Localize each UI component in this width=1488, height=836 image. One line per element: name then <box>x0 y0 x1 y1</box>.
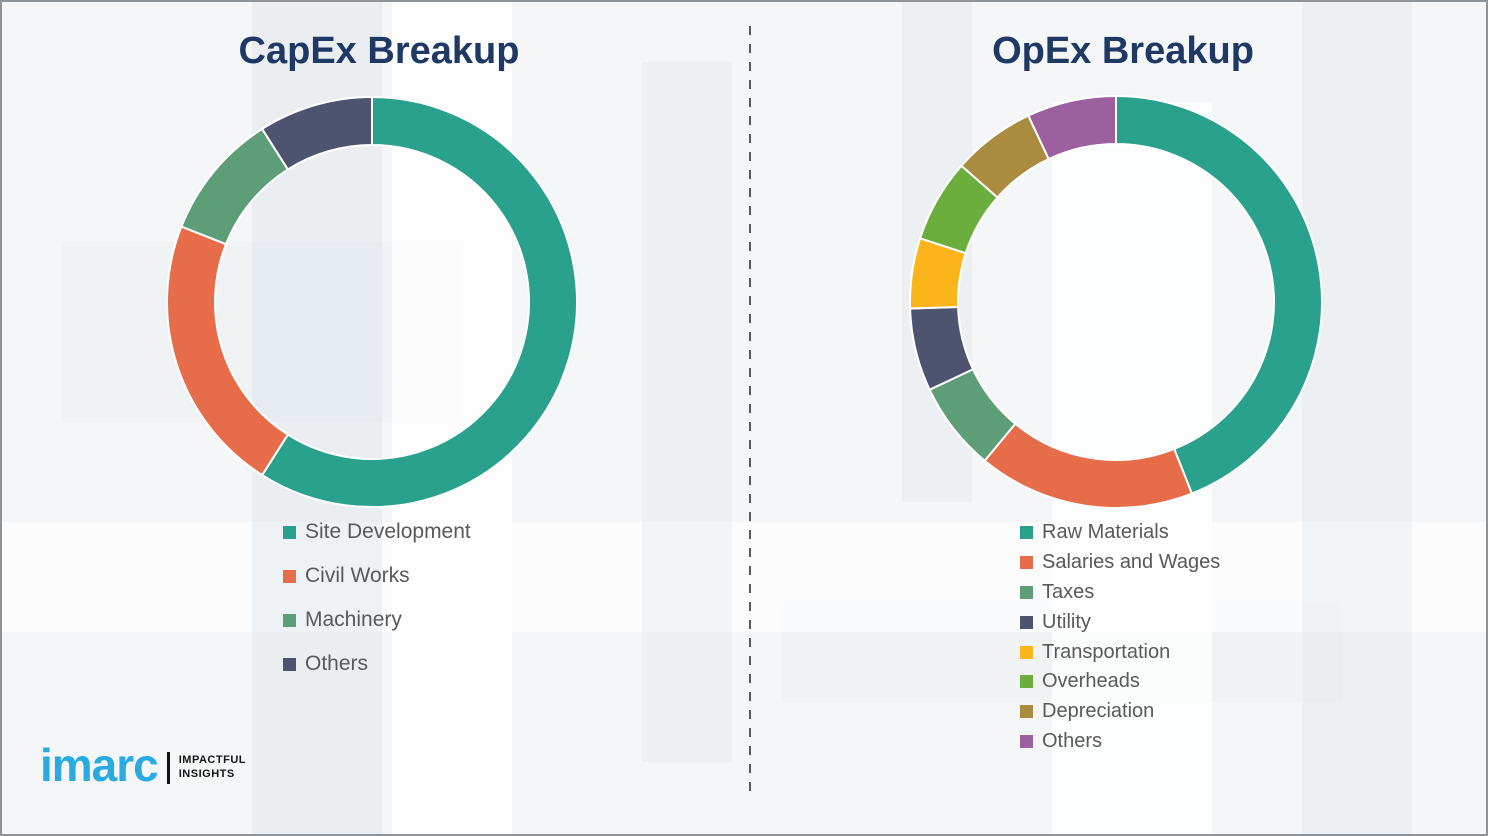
legend-swatch-icon <box>1020 615 1033 629</box>
donut-segment-others <box>261 96 373 171</box>
legend-label: Transportation <box>1042 640 1171 663</box>
legend-label: Machinery <box>305 608 402 631</box>
legend-label: Salaries and Wages <box>1042 551 1221 574</box>
opex-chart-title: OpEx Breakup <box>992 30 1254 72</box>
legend-item-salaries-and-wages: Salaries and Wages <box>1020 548 1220 578</box>
legend-label: Utility <box>1042 610 1091 633</box>
donut-segment-salaries-and-wages <box>983 422 1193 509</box>
legend-item-site-development: Site Development <box>283 510 471 554</box>
imarc-logo-wordmark: imarc <box>40 739 159 791</box>
legend-swatch-icon <box>283 613 296 627</box>
legend-item-civil-works: Civil Works <box>283 554 471 598</box>
legend-item-depreciation: Depreciation <box>1020 697 1220 727</box>
donut-segment-civil-works <box>166 225 289 477</box>
legend-item-others: Others <box>283 642 471 686</box>
legend-label: Depreciation <box>1042 700 1155 723</box>
legend-label: Raw Materials <box>1042 521 1169 544</box>
legend-label: Overheads <box>1042 670 1140 693</box>
logo-tagline: IMPACTFUL INSIGHTS <box>179 754 246 782</box>
legend-item-taxes: Taxes <box>1020 578 1220 608</box>
legend-swatch-icon <box>1020 526 1033 540</box>
legend-swatch-icon <box>283 569 296 583</box>
capex-legend: Site Development Civil Works Machinery Othe… <box>283 510 471 686</box>
legend-swatch-icon <box>1020 675 1033 689</box>
legend-label: Others <box>305 652 369 675</box>
vertical-dashed-divider <box>749 26 751 792</box>
legend-swatch-icon <box>1020 734 1033 748</box>
legend-item-overheads: Overheads <box>1020 667 1220 697</box>
opex-legend: Raw Materials Salaries and Wages Taxes Util… <box>1020 518 1220 756</box>
legend-item-transportation: Transportation <box>1020 637 1220 667</box>
capex-donut-chart <box>166 96 578 508</box>
legend-swatch-icon <box>1020 585 1033 599</box>
logo-tagline-line2: INSIGHTS <box>178 768 235 780</box>
legend-label: Site Development <box>305 520 471 543</box>
logo-tagline-line1: IMPACTFUL <box>178 754 246 767</box>
legend-label: Taxes <box>1042 580 1095 603</box>
donut-segment-others <box>1027 95 1117 161</box>
donut-segment-machinery <box>180 127 289 246</box>
imarc-logo: imarc IMPACTFUL INSIGHTS <box>40 742 246 788</box>
legend-item-others: Others <box>1020 727 1220 757</box>
donut-segment-raw-materials <box>1115 95 1323 495</box>
donut-segment-site-development <box>261 96 578 508</box>
legend-swatch-icon <box>1020 556 1033 570</box>
legend-label: Civil Works <box>305 564 410 587</box>
capex-chart-title: CapEx Breakup <box>238 30 520 72</box>
legend-item-utility: Utility <box>1020 607 1220 637</box>
legend-label: Others <box>1042 729 1103 752</box>
legend-swatch-icon <box>283 525 296 539</box>
opex-donut-chart <box>909 95 1323 509</box>
legend-swatch-icon <box>1020 705 1033 719</box>
logo-separator-bar <box>166 752 170 784</box>
legend-item-raw-materials: Raw Materials <box>1020 518 1220 548</box>
legend-swatch-icon <box>283 657 296 671</box>
legend-swatch-icon <box>1020 645 1033 659</box>
legend-item-machinery: Machinery <box>283 598 471 642</box>
